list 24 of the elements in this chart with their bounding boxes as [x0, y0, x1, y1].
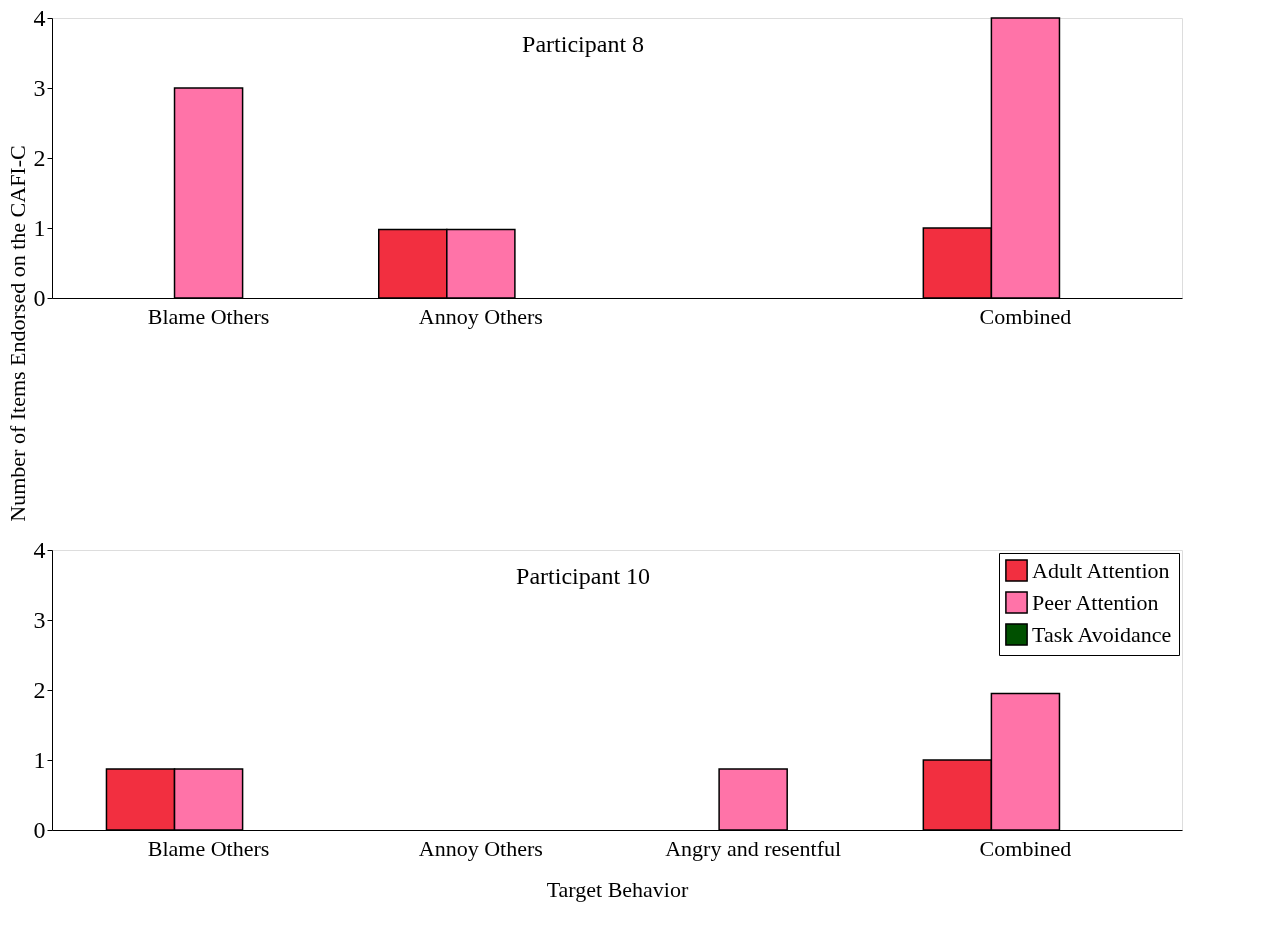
y-tick-label: 2	[33, 676, 46, 703]
legend-label: Adult Attention	[1032, 557, 1170, 583]
y-tick-label: 1	[33, 214, 46, 241]
y-tick-label: 4	[33, 4, 46, 31]
x-tick-label: Blame Others	[147, 835, 270, 861]
y-tick-label: 3	[33, 74, 46, 101]
y-tick-label: 2	[33, 144, 46, 171]
legend-label: Task Avoidance	[1032, 621, 1172, 647]
x-tick-label: Annoy Others	[418, 303, 543, 329]
legend-label: Peer Attention	[1032, 589, 1159, 615]
text: Participant 8	[522, 31, 645, 57]
x-tick-label: Combined	[979, 303, 1072, 329]
x-tick-label: Blame Others	[147, 303, 270, 329]
y-tick-label: 0	[33, 284, 46, 311]
x-axis-title: Target Behavior	[546, 876, 689, 902]
y-tick-label: 0	[33, 816, 46, 843]
x-tick-label: Angry and resentful	[665, 835, 842, 861]
x-tick-label: Annoy Others	[418, 835, 543, 861]
x-tick-label: Combined	[979, 835, 1072, 861]
y-axis-title: Number of Items Endorsed on the CAFI-C	[4, 145, 30, 522]
y-tick-label: 3	[33, 606, 46, 633]
text: Participant 10	[516, 563, 651, 589]
y-tick-label: 4	[33, 536, 46, 563]
y-tick-label: 1	[33, 746, 46, 773]
